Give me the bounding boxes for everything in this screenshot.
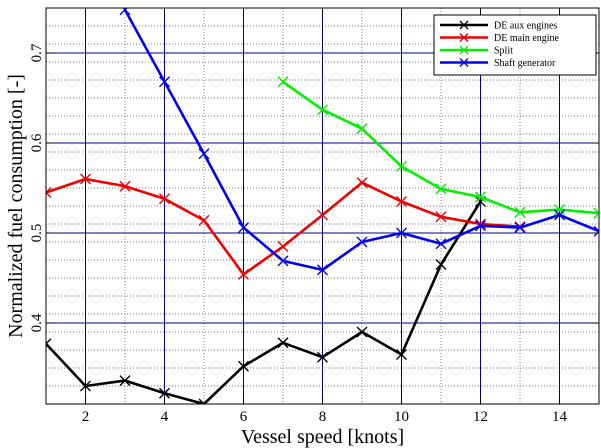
y-tick-label: 0.6 — [29, 133, 45, 152]
axis-ticks — [46, 8, 599, 404]
data-point-marker — [396, 349, 407, 360]
data-point-marker — [435, 238, 447, 250]
data-point-marker — [277, 76, 289, 88]
data-point-marker — [396, 227, 407, 239]
x-tick-label: 4 — [161, 409, 169, 425]
data-point-marker — [46, 338, 52, 350]
legend-item: DE aux engines — [440, 21, 557, 32]
data-point-marker — [475, 191, 486, 203]
series-2 — [277, 76, 599, 219]
x-tick-labels: 2 4 6 8 10 12 14 — [82, 409, 568, 425]
x-axis-title: Vessel speed [knots] — [241, 426, 404, 448]
data-point-marker — [238, 268, 249, 280]
y-tick-label: 0.7 — [29, 43, 45, 62]
data-point-marker — [435, 183, 447, 195]
data-point-marker — [554, 204, 565, 216]
data-point-marker — [159, 193, 170, 205]
x-tick-label: 14 — [552, 409, 568, 425]
data-point-marker — [198, 148, 210, 160]
y-tick-label: 0.4 — [29, 313, 45, 332]
data-point-marker — [238, 222, 249, 234]
legend-marker — [459, 33, 469, 42]
data-point-marker — [159, 76, 170, 88]
data-point-marker — [475, 220, 486, 232]
data-point-marker — [593, 207, 599, 219]
data-point-marker — [396, 196, 407, 207]
x-tick-label: 2 — [82, 409, 90, 425]
data-point-marker — [317, 264, 328, 276]
series-3 — [119, 8, 599, 276]
data-point-marker — [435, 211, 447, 223]
x-tick-label: 12 — [473, 409, 488, 425]
data-point-marker — [317, 104, 328, 116]
data-point-marker — [80, 380, 91, 392]
data-point-marker — [514, 206, 526, 218]
x-tick-label: 6 — [240, 409, 248, 425]
y-axis-title: Normalized fuel consumption [-] — [5, 74, 27, 338]
legend-item: Shaft generator — [440, 58, 556, 69]
data-point-marker — [277, 255, 289, 267]
data-point-marker — [277, 241, 289, 252]
y-tick-labels: 0.4 0.5 0.6 0.7 — [29, 43, 45, 332]
data-point-marker — [593, 225, 599, 237]
legend-label: Shaft generator — [494, 58, 556, 69]
x-tick-label: 10 — [394, 409, 409, 425]
data-point-marker — [514, 222, 526, 234]
data-point-marker — [119, 375, 131, 387]
legend-label: DE aux engines — [494, 21, 557, 32]
data-point-marker — [277, 337, 289, 349]
series-line — [46, 200, 482, 404]
legend-label: DE main engine — [494, 33, 560, 44]
data-point-marker — [119, 180, 131, 192]
data-point-marker — [198, 214, 210, 226]
data-point-marker — [356, 326, 368, 338]
data-point-marker — [356, 123, 368, 135]
data-point-marker — [80, 173, 91, 185]
data-point-marker — [198, 398, 210, 404]
series-0 — [46, 196, 486, 404]
data-point-marker — [356, 177, 368, 189]
legend-label: Split — [494, 46, 513, 57]
series-layer — [46, 8, 599, 404]
data-point-marker — [356, 236, 368, 248]
x-tick-label: 8 — [319, 409, 327, 425]
data-point-marker — [119, 8, 131, 16]
legend-item: DE main engine — [440, 33, 560, 44]
data-point-marker — [554, 209, 565, 221]
data-point-marker — [159, 387, 170, 399]
data-point-marker — [317, 351, 328, 363]
y-tick-label: 0.5 — [29, 224, 45, 243]
data-point-marker — [46, 187, 52, 198]
data-point-marker — [435, 259, 447, 270]
data-point-marker — [396, 160, 407, 172]
legend-marker — [459, 20, 469, 30]
data-point-marker — [238, 360, 249, 372]
data-point-marker — [317, 209, 328, 221]
legend-item: Split — [440, 46, 513, 57]
legend-marker — [459, 45, 469, 55]
legend-marker — [459, 58, 469, 67]
